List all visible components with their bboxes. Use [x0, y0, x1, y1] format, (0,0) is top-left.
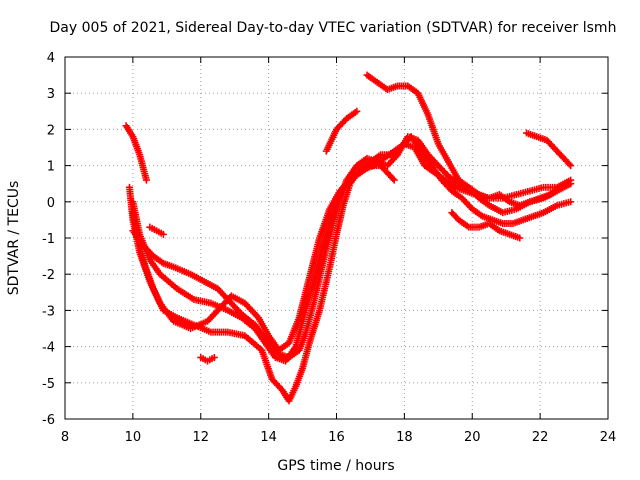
data-point: [159, 230, 167, 238]
axis-ticks: [64, 56, 609, 420]
series-track-8: [197, 353, 218, 365]
y-tick-label: 3: [47, 87, 55, 102]
x-tick-label: 10: [125, 430, 142, 445]
series-track-4: [129, 133, 575, 405]
series-track-6: [122, 122, 150, 184]
x-axis-label: GPS time / hours: [277, 458, 394, 474]
data-point: [567, 180, 575, 188]
x-tick-label: 14: [260, 430, 277, 445]
data-point: [567, 198, 575, 206]
data-point: [390, 176, 398, 184]
data-points: [122, 71, 575, 405]
y-tick-label: -5: [42, 377, 55, 392]
y-tick-label: 2: [47, 123, 55, 138]
series-track-11: [523, 129, 575, 170]
y-tick-label: -4: [42, 341, 55, 356]
x-tick-labels: 8 10 12 14 16 18 20 22 24: [61, 430, 616, 445]
chart-title: Day 005 of 2021, Sidereal Day-to-day VTE…: [50, 20, 617, 36]
data-point: [516, 234, 524, 242]
x-tick-label: 12: [192, 430, 209, 445]
data-point: [389, 175, 397, 183]
y-tick-label: -1: [42, 232, 55, 247]
y-axis-label: SDTVAR / TECUs: [6, 181, 22, 296]
x-tick-label: 16: [328, 430, 345, 445]
y-tick-label: 1: [47, 160, 55, 175]
data-point: [353, 107, 361, 115]
y-tick-label: -6: [42, 413, 55, 428]
y-tick-label: -3: [42, 304, 55, 319]
y-tick-label: -2: [42, 268, 55, 283]
data-point: [210, 353, 218, 361]
x-tick-label: 18: [396, 430, 413, 445]
data-point: [567, 162, 575, 170]
x-tick-label: 24: [600, 430, 617, 445]
data-point: [565, 160, 573, 168]
y-tick-labels: 4 3 2 1 0 -1 -2 -3 -4 -5 -6: [42, 51, 55, 428]
x-tick-label: 8: [61, 430, 69, 445]
series-track-7: [146, 223, 167, 238]
series-track-1: [125, 162, 398, 354]
series-track-5: [363, 71, 575, 209]
series-track-9: [322, 107, 361, 155]
series-track-10: [448, 209, 524, 242]
x-tick-label: 22: [532, 430, 549, 445]
y-tick-label: 4: [47, 51, 55, 66]
y-tick-label: 0: [47, 196, 55, 211]
x-tick-label: 20: [464, 430, 481, 445]
data-point: [142, 176, 150, 184]
